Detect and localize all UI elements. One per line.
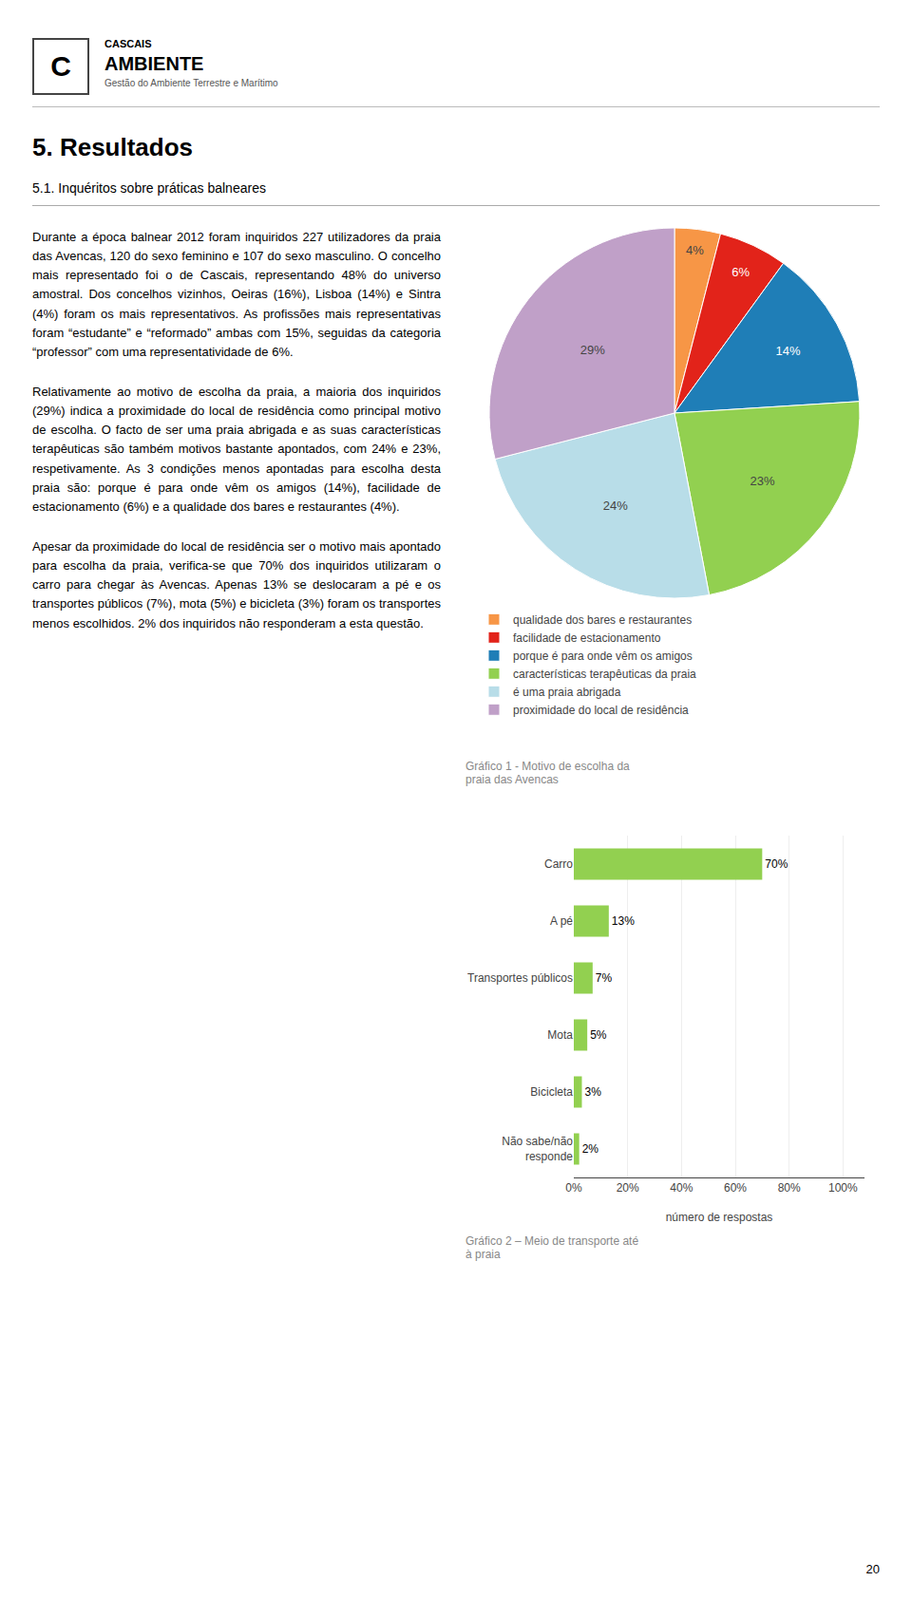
svg-text:porque é para onde vêm os amig: porque é para onde vêm os amigos — [513, 649, 693, 664]
svg-text:facilidade de estacionamento: facilidade de estacionamento — [513, 631, 662, 646]
svg-text:proximidade do local de residê: proximidade do local de residência — [513, 703, 689, 718]
svg-text:40%: 40% — [669, 1181, 693, 1196]
html-text:5.1. Inquéritos sobre práticas: 5.1. Inquéritos sobre práticas balneares — [32, 180, 266, 196]
html-text:5. Resultados: 5. Resultados — [32, 133, 193, 162]
svg-text:23%: 23% — [750, 474, 776, 489]
svg-text:Carro: Carro — [544, 857, 573, 872]
svg-text:4%: 4% — [685, 243, 704, 258]
svg-text:Mota: Mota — [547, 1028, 573, 1043]
svg-text:29%: 29% — [580, 342, 606, 358]
svg-text:20%: 20% — [616, 1181, 640, 1196]
svg-text:80%: 80% — [778, 1181, 801, 1196]
html-text:Durante a época balnear 2012 f: Durante a época balnear 2012 foram inqui… — [32, 229, 441, 359]
html-text:Apesar da proximidade do local: Apesar da proximidade do local de residê… — [32, 539, 441, 631]
svg-text:características terapêuticas d: características terapêuticas da praia — [513, 667, 697, 682]
svg-text:0%: 0% — [565, 1181, 583, 1196]
svg-text:A pé: A pé — [550, 914, 573, 929]
svg-text:Transportes públicos: Transportes públicos — [467, 971, 573, 986]
svg-text:70%: 70% — [764, 857, 788, 872]
html-text:C: C — [50, 50, 72, 82]
svg-text:é uma praia abrigada: é uma praia abrigada — [513, 685, 622, 700]
svg-text:Não sabe/nãoresponde: Não sabe/nãoresponde — [501, 1135, 573, 1164]
html-text:Gráfico 2 – Meio de transporte: Gráfico 2 – Meio de transporte até à pra… — [465, 1235, 639, 1262]
html-text:CASCAIS: CASCAIS — [104, 38, 152, 50]
html-text:Relativamente ao motivo de esc: Relativamente ao motivo de escolha da pr… — [32, 384, 441, 514]
html-text:AMBIENTE: AMBIENTE — [104, 53, 204, 75]
html-text:20: 20 — [865, 1562, 880, 1577]
svg-text:100%: 100% — [828, 1181, 858, 1196]
svg-text:5%: 5% — [589, 1028, 608, 1043]
svg-text:13%: 13% — [611, 914, 635, 929]
svg-text:6%: 6% — [731, 265, 750, 280]
html-text:Gestão do Ambiente Terrestre e: Gestão do Ambiente Terrestre e Marítimo — [104, 77, 279, 89]
html-text:Gráfico 1 - Motivo de escolha: Gráfico 1 - Motivo de escolha da praia d… — [465, 760, 630, 787]
svg-text:2%: 2% — [582, 1142, 600, 1157]
svg-text:número de respostas: número de respostas — [665, 1211, 774, 1225]
svg-text:7%: 7% — [595, 971, 613, 986]
svg-text:qualidade dos bares e restaura: qualidade dos bares e restaurantes — [513, 613, 692, 627]
svg-text:60%: 60% — [723, 1181, 747, 1196]
svg-text:14%: 14% — [776, 343, 801, 359]
svg-text:3%: 3% — [585, 1085, 603, 1100]
svg-text:Bicicleta: Bicicleta — [530, 1085, 573, 1100]
svg-text:24%: 24% — [603, 498, 628, 513]
